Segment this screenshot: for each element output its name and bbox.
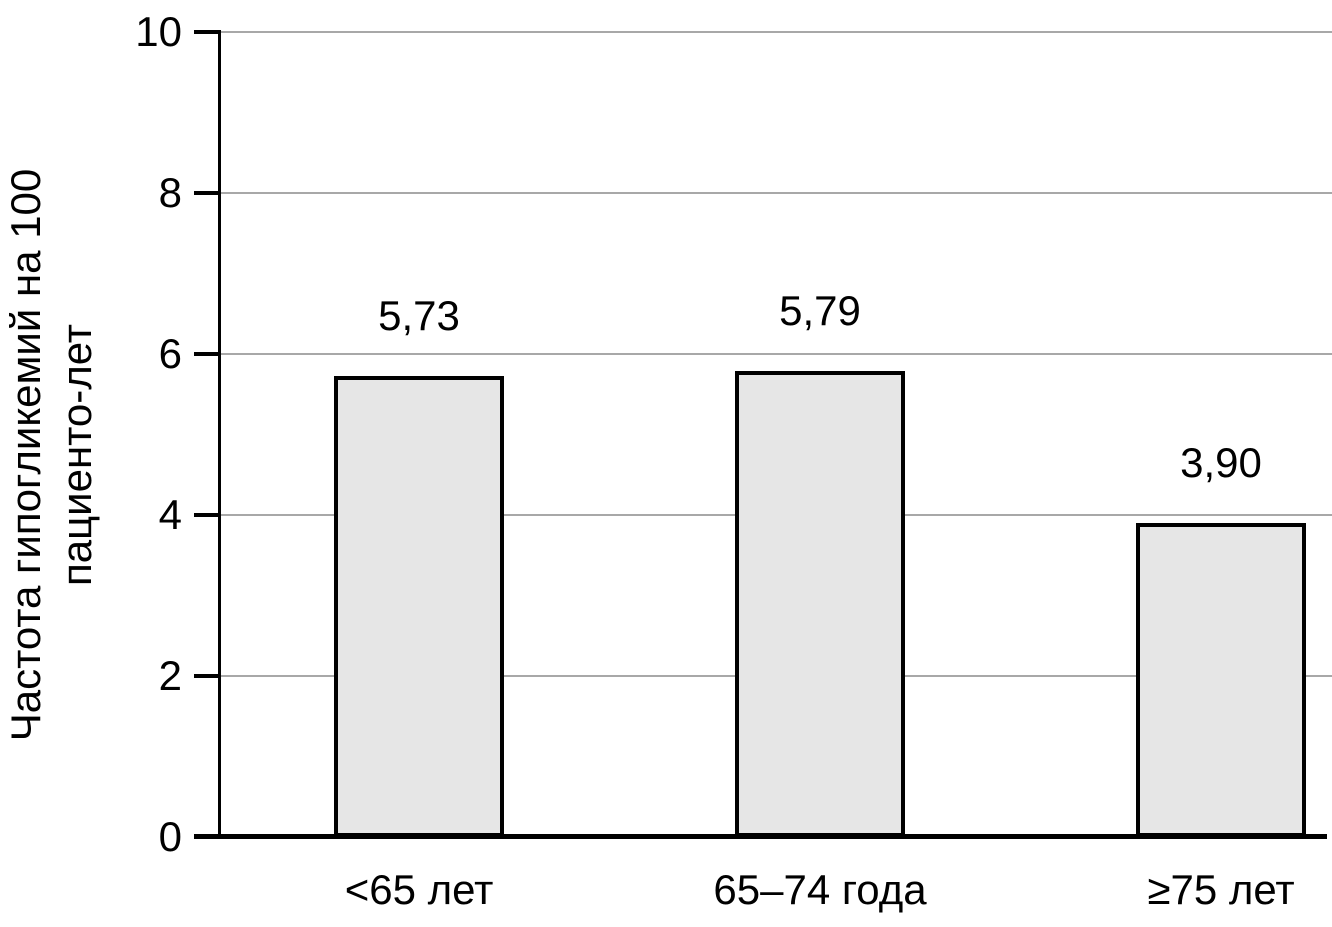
bar-value-label-1: 5,73 [378, 291, 460, 339]
x-category-label-2: 65–74 года [713, 866, 927, 913]
bar-1 [334, 375, 504, 837]
gridline-y-6 [220, 353, 1332, 355]
bar-3 [1136, 523, 1306, 837]
gridline-y-8 [220, 192, 1332, 194]
bar-2 [735, 370, 905, 837]
x-category-label-1: <65 лет [344, 866, 494, 913]
y-tick-mark-8 [194, 191, 221, 195]
y-tick-label-0: 0 [158, 813, 182, 860]
y-tick-label-6: 6 [158, 330, 182, 377]
y-tick-mark-4 [194, 513, 221, 517]
gridline-y-10 [220, 31, 1332, 33]
y-tick-mark-6 [194, 352, 221, 356]
y-tick-label-10: 10 [135, 8, 182, 55]
bar-value-label-2: 5,79 [779, 286, 861, 334]
y-tick-mark-10 [194, 30, 221, 34]
bar-value-label-3: 3,90 [1180, 439, 1262, 487]
y-axis-line [218, 30, 221, 838]
y-axis-title-line-1: Частота гипогликемий на 100 [1, 168, 49, 742]
y-tick-label-2: 2 [158, 652, 182, 699]
y-tick-mark-2 [194, 674, 221, 678]
y-tick-label-4: 4 [158, 491, 182, 538]
x-category-label-3: ≥75 лет [1147, 866, 1295, 913]
y-tick-label-8: 8 [158, 169, 182, 216]
x-axis-baseline [194, 834, 1327, 839]
